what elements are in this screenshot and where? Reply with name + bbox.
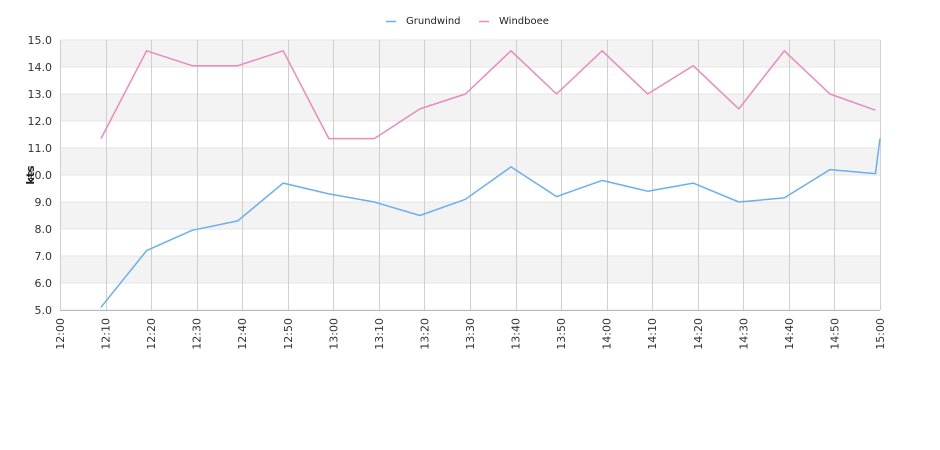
y-tick-label: 7.0 xyxy=(35,250,53,263)
y-tick-label: 5.0 xyxy=(35,304,53,317)
y-tick-label: 15.0 xyxy=(28,34,53,47)
x-tick-label: 13:50 xyxy=(555,318,568,350)
x-tick-label: 15:00 xyxy=(874,318,887,350)
x-tick-label: 12:20 xyxy=(145,318,158,350)
series-line-windboee xyxy=(100,50,876,140)
series-line-grundwind xyxy=(100,138,881,308)
x-tick-label: 14:50 xyxy=(828,318,841,350)
y-tick-label: 6.0 xyxy=(35,277,53,290)
x-tick-labels: 12:00 12:10 12:20 12:30 12:40 12:50 13:00 13:10… xyxy=(54,318,887,350)
x-tick-label: 12:00 xyxy=(54,318,67,350)
x-tick-label: 14:30 xyxy=(737,318,750,350)
x-tick-label: 12:10 xyxy=(100,318,113,350)
series-lines xyxy=(100,50,881,308)
y-tick-label: 9.0 xyxy=(35,196,53,209)
legend-label-windboee: Windboee xyxy=(499,16,549,27)
x-tick-label: 12:40 xyxy=(236,318,249,350)
legend[interactable]: Grundwind Windboee xyxy=(386,16,549,27)
x-tick-label: 13:40 xyxy=(510,318,523,350)
x-tick-label: 13:10 xyxy=(373,318,386,350)
y-tick-label: 14.0 xyxy=(28,61,53,74)
y-tick-label: 11.0 xyxy=(28,142,53,155)
x-tick-label: 12:50 xyxy=(282,318,295,350)
x-tick-label: 13:20 xyxy=(418,318,431,350)
y-tick-label: 8.0 xyxy=(35,223,53,236)
x-tick-label: 13:30 xyxy=(464,318,477,350)
vertical-gridlines xyxy=(60,40,881,310)
x-tick-label: 14:20 xyxy=(692,318,705,350)
legend-label-grundwind: Grundwind xyxy=(406,16,461,27)
x-tick-label: 12:30 xyxy=(191,318,204,350)
y-tick-labels: 5.0 6.0 7.0 8.0 9.0 10.0 11.0 12.0 13.0 14.0 15.0 xyxy=(28,34,53,317)
y-tick-label: 13.0 xyxy=(28,88,53,101)
y-tick-label: 10.0 xyxy=(28,169,53,182)
x-tick-label: 14:40 xyxy=(783,318,796,350)
y-tick-label: 12.0 xyxy=(28,115,53,128)
x-tick-label: 13:00 xyxy=(327,318,340,350)
x-tick-label: 14:00 xyxy=(601,318,614,350)
x-tick-label: 14:10 xyxy=(646,318,659,350)
y-axis-label: kts xyxy=(24,165,37,185)
